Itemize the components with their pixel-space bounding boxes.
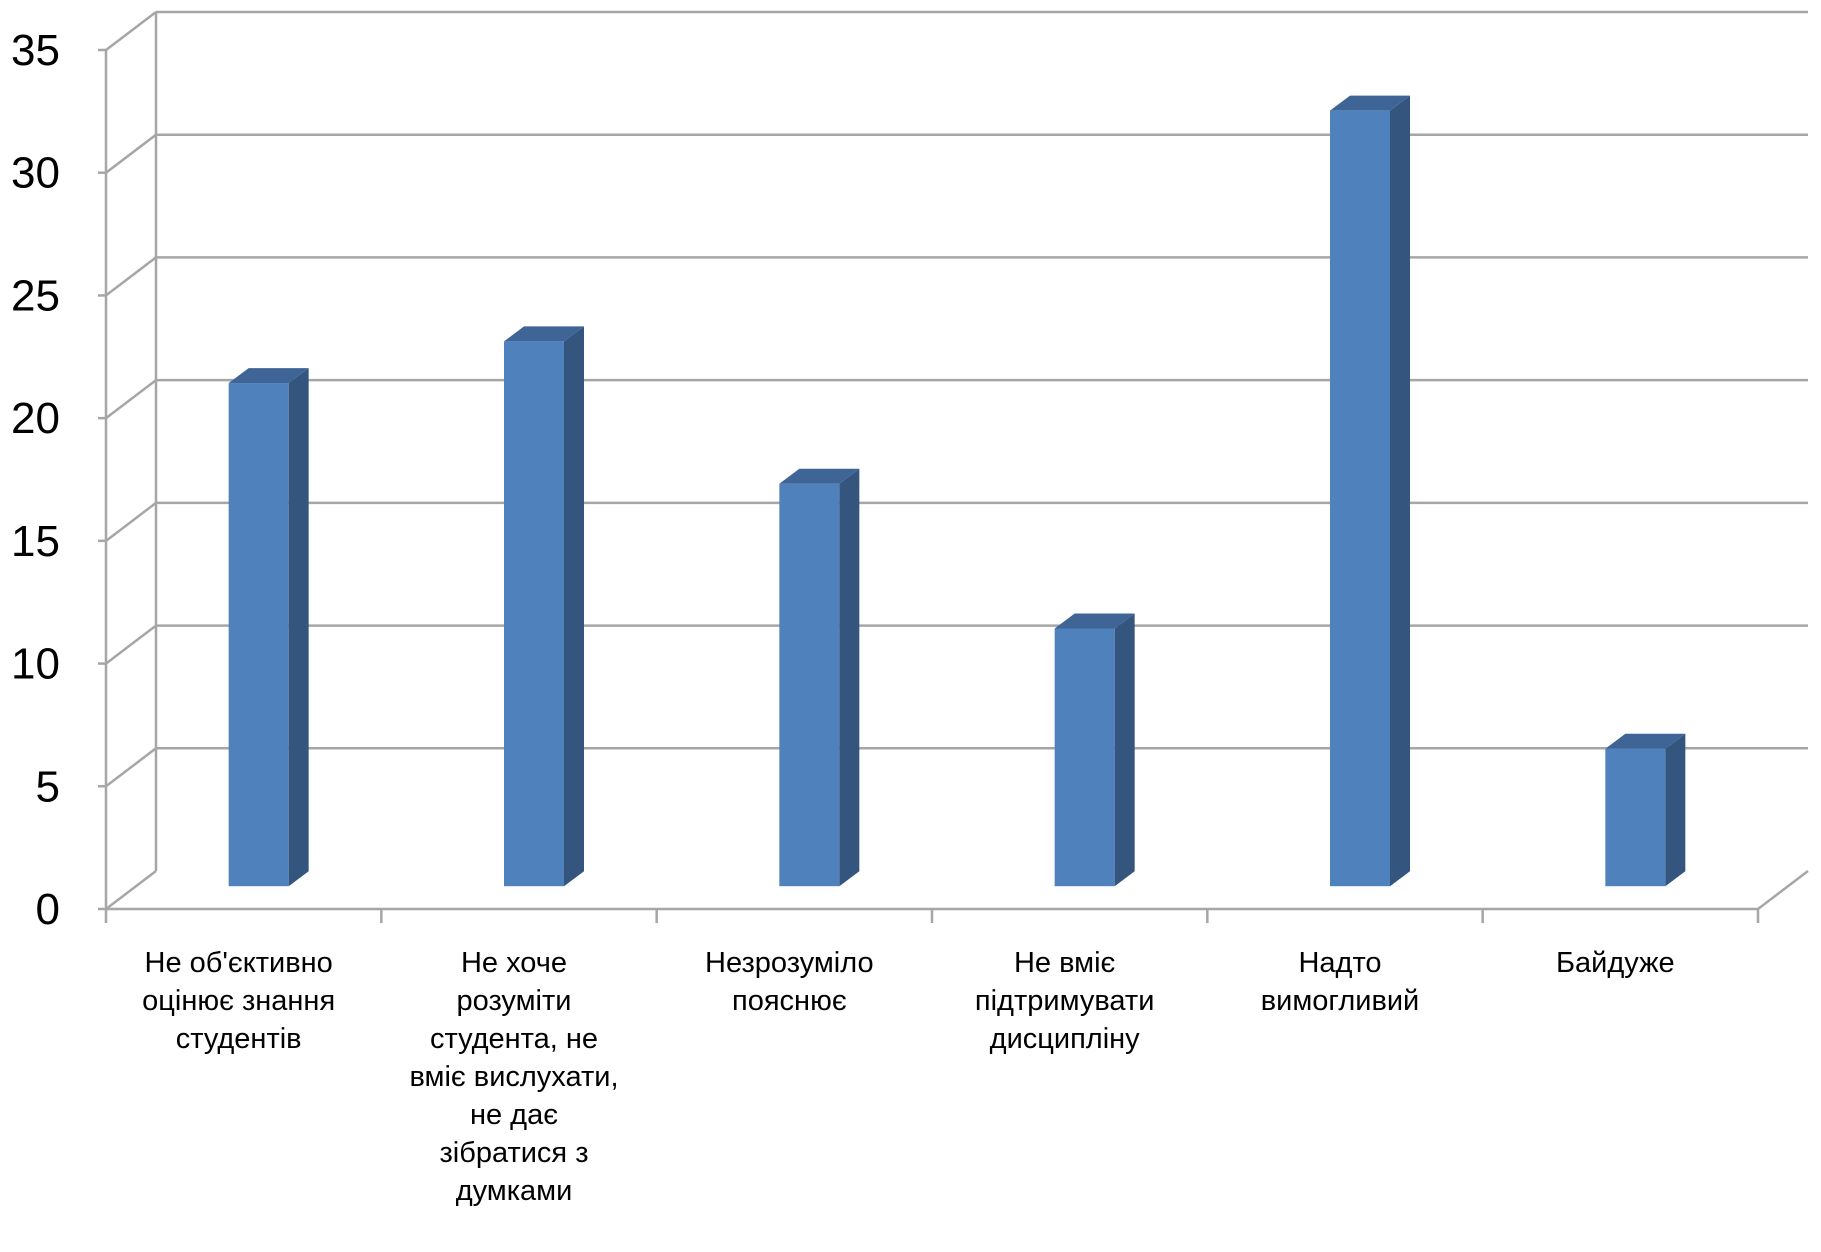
bar [779, 468, 860, 887]
y-axis-tick-labels: 0 5 10 15 20 25 30 35 [11, 26, 60, 934]
bar-side-face [839, 468, 860, 887]
bar [1054, 613, 1135, 887]
y-tick-label: 20 [11, 394, 60, 443]
y-tick-label: 0 [36, 885, 60, 934]
x-category-label-line: не дає [470, 1099, 558, 1131]
gridline-connector [105, 256, 157, 297]
x-category-label: Не об'єктивно оцінює знання студентів [142, 947, 335, 1055]
bars [228, 95, 1686, 887]
bar-side-face [288, 368, 309, 887]
x-category-label-line: Незрозуміло [705, 947, 874, 979]
y-tick-label: 5 [36, 762, 60, 811]
gridline-connector [105, 133, 157, 174]
axes [98, 12, 1809, 923]
x-category-label: Не вміє підтримувати дисципліну [975, 947, 1155, 1055]
x-category-label-line: Надто [1298, 947, 1381, 979]
bar-top-face [228, 368, 309, 384]
gridline-connector [105, 11, 157, 51]
x-category-label: Надто вимогливий [1261, 947, 1420, 1017]
bar-front-face [504, 341, 564, 887]
x-category-label-line: зібратися з [439, 1137, 588, 1169]
x-category-label-line: розуміти [457, 985, 572, 1017]
bar [504, 326, 584, 887]
gridline-connector [105, 379, 157, 420]
bar-top-face [1054, 613, 1135, 629]
gridline-connector [105, 624, 157, 665]
bar-front-face [1605, 748, 1666, 887]
bar [1330, 95, 1410, 887]
y-tick-label: 15 [11, 517, 60, 566]
gridline-connector [105, 501, 157, 542]
bar-side-face [1114, 613, 1135, 887]
gridline-connector [105, 747, 157, 788]
x-category-label-line: оцінює знання [142, 985, 335, 1017]
x-category-label: Не хоче розуміти студента, не вміє вислухат… [409, 947, 618, 1207]
bar-front-face [779, 483, 840, 887]
bar-top-face [1330, 95, 1410, 111]
x-category-label-line: підтримувати [975, 985, 1155, 1017]
bar-top-face [504, 326, 584, 342]
x-category-label-line: думками [456, 1175, 573, 1207]
y-tick-label: 25 [11, 271, 60, 320]
x-category-label-line: пояснює [732, 985, 847, 1017]
x-category-label-line: Не хоче [461, 947, 567, 979]
bar-top-face [1605, 733, 1686, 749]
bar [1605, 733, 1686, 887]
x-category-label-line: Байдуже [1556, 947, 1675, 979]
x-category-label-line: вміє вислухати, [409, 1061, 618, 1093]
gridlines [105, 10, 1808, 910]
bar-side-face [564, 326, 584, 887]
x-category-label: Незрозуміло пояснює [705, 947, 874, 1017]
bar-side-face [1390, 95, 1410, 887]
gridline-connector [105, 870, 157, 910]
y-tick-label: 35 [11, 26, 60, 75]
x-category-label-line: дисципліну [990, 1023, 1141, 1055]
y-tick-label: 10 [11, 640, 60, 689]
x-category-label-line: Не об'єктивно [145, 947, 333, 979]
x-category-label-line: вимогливий [1261, 985, 1420, 1017]
x-category-label-line: Не вміє [1014, 947, 1116, 979]
bar-top-face [779, 468, 860, 484]
bar [228, 368, 309, 887]
bar-front-face [1054, 628, 1115, 887]
x-category-label-line: студентів [176, 1023, 302, 1055]
floor-right-edge [1757, 870, 1809, 910]
bar-front-face [1330, 110, 1390, 887]
x-category-label-line: студента, не [430, 1023, 598, 1055]
x-axis-category-labels: Не об'єктивно оцінює знання студентів Не хо… [142, 947, 1674, 1207]
bar-side-face [1665, 733, 1686, 887]
y-tick-label: 30 [11, 149, 60, 198]
x-category-label: Байдуже [1556, 947, 1675, 979]
bar-front-face [228, 383, 289, 887]
